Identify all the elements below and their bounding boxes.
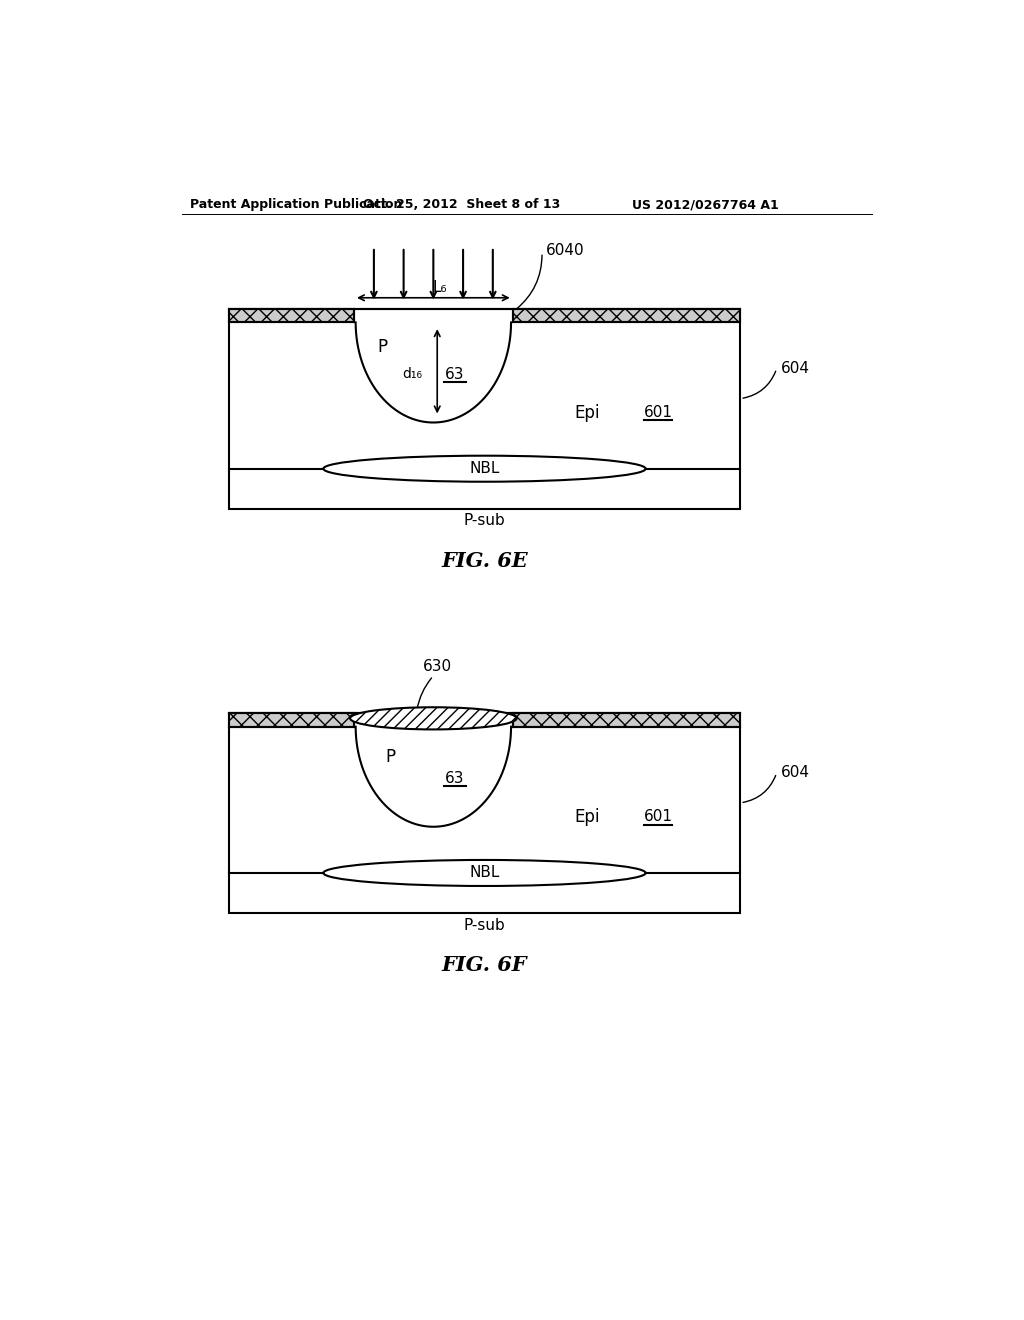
Text: NBL: NBL: [469, 866, 500, 880]
Text: 6040: 6040: [546, 243, 585, 259]
Text: Patent Application Publication: Patent Application Publication: [190, 198, 402, 211]
Text: Epi: Epi: [574, 808, 599, 826]
Ellipse shape: [324, 455, 645, 482]
Text: 601: 601: [644, 405, 673, 420]
Text: d₁₆: d₁₆: [402, 367, 423, 381]
FancyArrowPatch shape: [516, 255, 542, 309]
Text: P: P: [378, 338, 388, 356]
Text: 63: 63: [445, 367, 465, 381]
Text: P-sub: P-sub: [464, 917, 506, 932]
Text: 604: 604: [780, 766, 810, 780]
Text: FIG. 6E: FIG. 6E: [441, 552, 527, 572]
Bar: [228, 309, 354, 322]
Ellipse shape: [324, 859, 645, 886]
Text: P-sub: P-sub: [464, 513, 506, 528]
Text: P: P: [386, 747, 395, 766]
Bar: [228, 713, 740, 913]
Bar: [228, 713, 354, 726]
Text: US 2012/0267764 A1: US 2012/0267764 A1: [632, 198, 778, 211]
FancyArrowPatch shape: [417, 678, 431, 709]
Text: NBL: NBL: [469, 461, 500, 477]
FancyArrowPatch shape: [743, 775, 776, 803]
Text: 601: 601: [644, 809, 673, 825]
Text: Oct. 25, 2012  Sheet 8 of 13: Oct. 25, 2012 Sheet 8 of 13: [362, 198, 560, 211]
Text: L₆: L₆: [432, 280, 446, 294]
Ellipse shape: [350, 708, 516, 730]
Text: 630: 630: [423, 659, 452, 675]
Bar: [513, 309, 740, 322]
Text: 63: 63: [445, 771, 465, 787]
FancyArrowPatch shape: [743, 371, 776, 399]
Text: FIG. 6F: FIG. 6F: [441, 956, 527, 975]
Text: Epi: Epi: [574, 404, 599, 421]
Bar: [513, 713, 740, 726]
FancyBboxPatch shape: [228, 309, 740, 508]
Text: 604: 604: [780, 362, 810, 376]
